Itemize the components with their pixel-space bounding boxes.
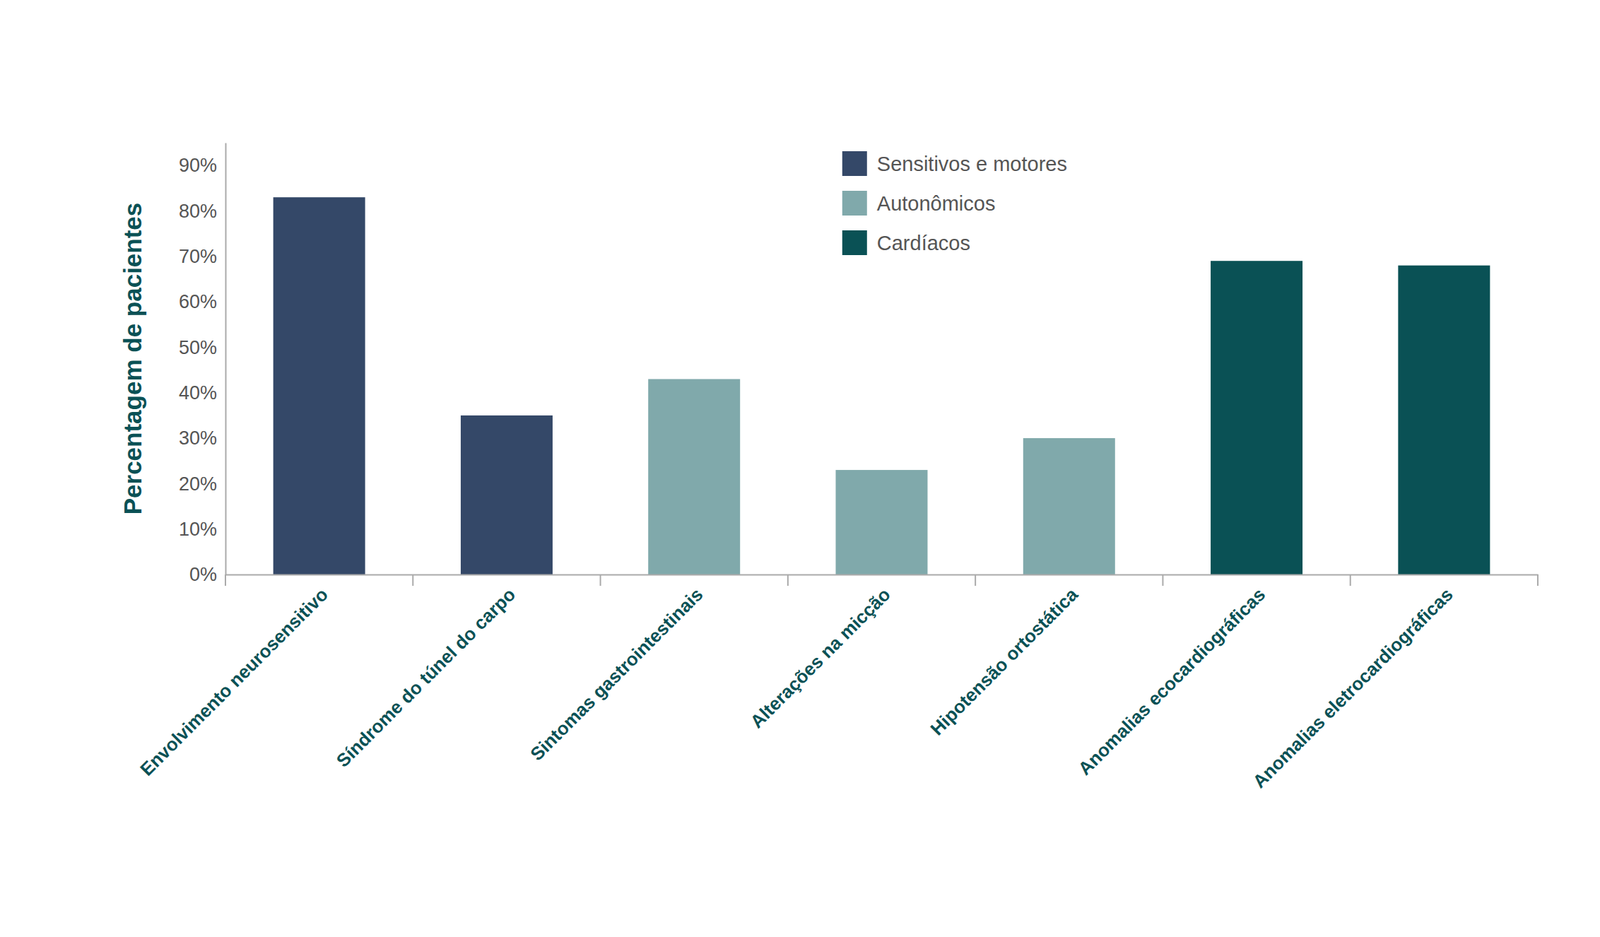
y-tick: 0% [189,563,226,586]
y-tick: 90% [178,154,226,176]
category-separator [787,574,789,586]
y-tick: 30% [178,427,226,449]
y-tick: 60% [178,291,226,313]
legend-item: Cardíacos [842,230,971,256]
bar [1210,260,1303,575]
y-axis: 0% 10% 20% 30% 40% 50% 60% 70% 80% 90% [178,143,227,586]
legend-label: Cardíacos [877,231,971,255]
bar [460,415,553,575]
x-axis-line [226,574,1539,576]
bar [1397,265,1490,575]
x-tick-label: Síndrome do túnel do carpo [332,583,520,772]
y-tick: 10% [178,518,226,540]
x-tick-label: Envolvimento neurosensitivo [135,583,333,781]
x-tick: Anomalias eletrocardiográficas [1248,574,1458,793]
x-tick-label: Anomalias ecocardiográficas [1074,583,1270,780]
legend-label: Sensitivos e motores [877,152,1068,176]
bar [273,197,366,575]
x-tick: Alterações na micção [745,574,894,733]
x-tick: Hipotensão ortostática [926,574,1083,740]
category-separator [224,574,227,586]
chart: 0% 10% 20% 30% 40% 50% 60% 70% 80% 90% Envolviment… [0,0,1600,937]
x-tick-label: Alterações na micção [745,583,894,733]
bar [836,469,928,575]
legend: Sensitivos e motores Autonômicos Cardíacos [842,151,1068,256]
y-tick: 70% [178,245,226,268]
category-separator [412,574,414,586]
category-separator [1349,574,1352,586]
y-axis-title: Percentagem de pacientes [118,202,147,516]
y-tick-label: 80% [178,200,217,222]
y-tick-label: 70% [178,245,217,268]
y-tick-label: 20% [178,473,217,495]
y-tick: 40% [178,382,226,404]
x-tick: Envolvimento neurosensitivo [135,574,333,781]
y-tick: 80% [178,200,226,222]
category-separator [1161,574,1164,586]
plot: 0% 10% 20% 30% 40% 50% 60% 70% 80% 90% Envolviment… [135,143,1538,793]
legend-item: Autonômicos [842,190,996,216]
legend-swatch [842,151,868,176]
y-axis-line [225,143,227,576]
x-axis: Envolvimento neurosensitivoSíndrome do t… [135,574,1538,793]
y-tick-label: 0% [189,563,217,586]
category-separator [974,574,976,586]
y-tick-label: 60% [178,291,217,313]
x-tick-label: Sintomas gastrointestinais [525,583,707,765]
category-separators [225,574,1538,586]
category-separator [1537,574,1539,586]
y-tick: 20% [178,473,226,495]
category-separator [600,574,602,586]
legend-swatch [842,190,868,216]
bar [648,378,740,575]
bars [273,197,1491,575]
y-tick-label: 10% [178,518,217,540]
bar [1023,438,1116,575]
y-tick-label: 30% [178,427,217,449]
legend-item: Sensitivos e motores [842,151,1068,176]
y-tick-label: 40% [178,382,217,404]
x-tick: Síndrome do túnel do carpo [332,574,520,772]
x-tick: Sintomas gastrointestinais [525,574,707,765]
legend-swatch [842,230,868,256]
y-tick: 50% [178,337,226,359]
x-tick: Anomalias ecocardiográficas [1074,574,1270,780]
x-tick-label: Hipotensão ortostática [926,583,1083,740]
x-tick-label: Anomalias eletrocardiográficas [1248,583,1458,793]
y-tick-label: 50% [178,337,217,359]
y-tick-label: 90% [178,154,217,176]
legend-label: Autonômicos [877,192,996,215]
